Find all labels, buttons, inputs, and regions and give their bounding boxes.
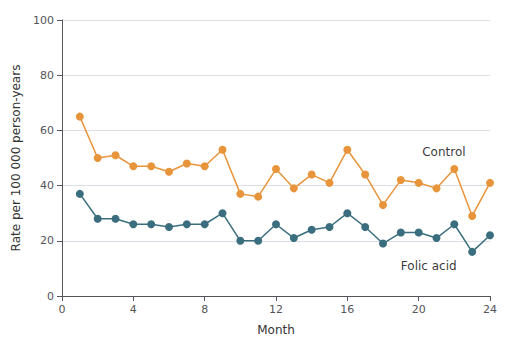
svg-text:60: 60 (40, 124, 54, 137)
svg-text:4: 4 (130, 303, 137, 316)
svg-text:20: 20 (40, 234, 54, 247)
svg-text:40: 40 (40, 179, 54, 192)
svg-text:20: 20 (412, 303, 426, 316)
svg-text:8: 8 (201, 303, 208, 316)
svg-text:12: 12 (269, 303, 283, 316)
svg-text:16: 16 (340, 303, 354, 316)
svg-text:Rate per 100 000 person-years: Rate per 100 000 person-years (9, 65, 23, 252)
svg-text:Control: Control (422, 145, 465, 159)
svg-text:80: 80 (40, 69, 54, 82)
svg-text:0: 0 (47, 290, 54, 303)
svg-text:0: 0 (59, 303, 66, 316)
svg-text:100: 100 (33, 14, 54, 27)
svg-text:Folic acid: Folic acid (401, 259, 457, 273)
svg-text:24: 24 (483, 303, 497, 316)
svg-text:Month: Month (257, 323, 295, 337)
